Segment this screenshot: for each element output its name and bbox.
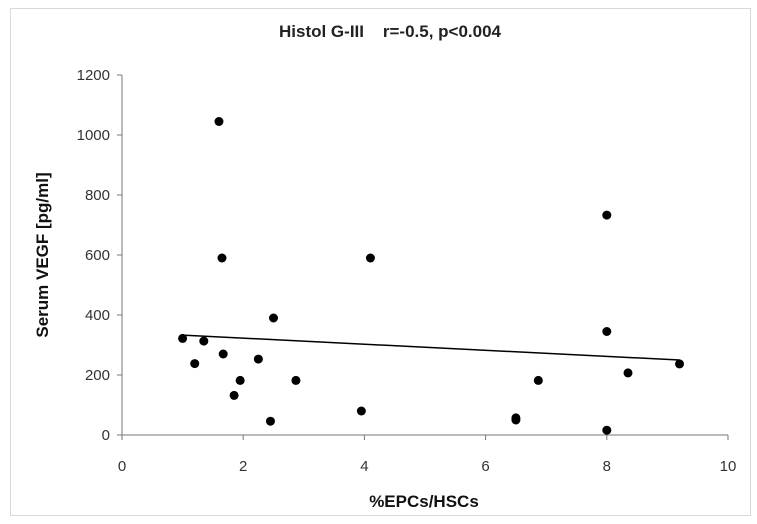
x-tick-label: 4 — [360, 458, 368, 475]
axes — [117, 74, 729, 440]
data-point — [235, 375, 245, 385]
data-point — [214, 117, 224, 126]
x-tick-label: 2 — [239, 458, 247, 475]
chart-frame — [10, 8, 751, 516]
y-axis-label: Serum VEGF [pg/ml] — [33, 172, 52, 337]
data-point — [253, 354, 263, 364]
data-point — [602, 425, 612, 435]
data-point — [218, 349, 228, 359]
data-point — [602, 327, 612, 336]
data-point — [217, 253, 227, 263]
x-tick-label: 6 — [481, 458, 489, 475]
data-point — [178, 333, 188, 343]
data-point — [602, 210, 612, 220]
data-point — [675, 359, 685, 369]
x-tick-label: 8 — [603, 458, 611, 475]
data-point — [199, 336, 209, 346]
data-point — [533, 375, 543, 385]
data-point — [291, 375, 301, 385]
tick-labels: 0 2 4 6 8 10 0 200 400 600 800 1000 1200 — [77, 67, 737, 475]
y-tick-label: 800 — [85, 187, 110, 204]
y-tick-label: 600 — [85, 247, 110, 264]
trend-line — [182, 334, 680, 361]
data-point — [229, 390, 239, 400]
y-tick-label: 1000 — [77, 127, 110, 144]
x-axis-label: %EPCs/HSCs — [369, 492, 479, 511]
chart-title: Histol G-III r=-0.5, p<0.004 — [279, 22, 502, 41]
data-point — [269, 313, 278, 323]
data-points — [178, 117, 685, 435]
data-point — [365, 253, 375, 263]
data-point — [623, 368, 633, 378]
x-tick-label: 0 — [118, 458, 126, 475]
y-tick-label: 200 — [85, 367, 110, 384]
y-tick-label: 400 — [85, 307, 110, 324]
data-point — [190, 359, 200, 369]
y-tick-label: 1200 — [77, 67, 110, 84]
x-tick-label: 10 — [720, 458, 737, 475]
data-point — [356, 406, 366, 416]
data-point — [511, 415, 521, 425]
y-tick-label: 0 — [102, 427, 110, 444]
data-point — [265, 416, 275, 426]
